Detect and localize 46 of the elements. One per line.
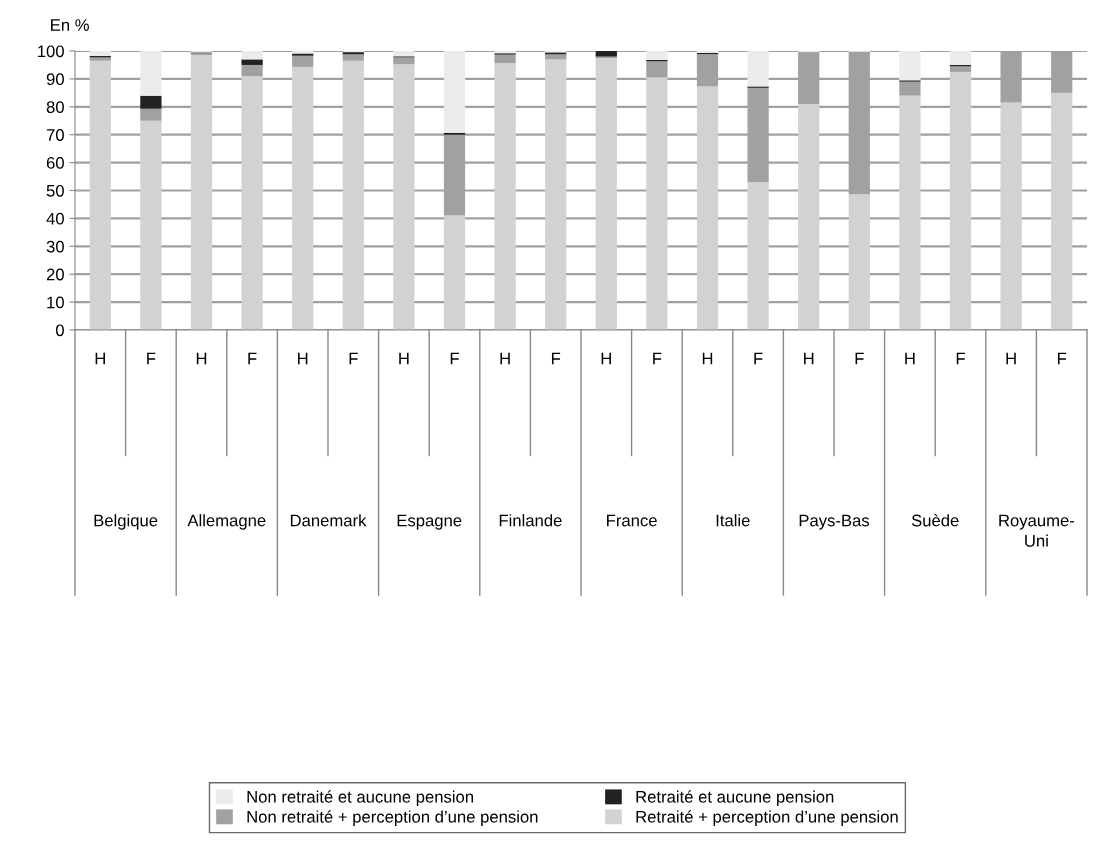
x-tick-label: H xyxy=(601,352,611,365)
text: Suède xyxy=(911,513,959,527)
x-tick-label: F xyxy=(855,352,864,365)
text: Belgique xyxy=(94,514,158,530)
text: France xyxy=(607,514,657,527)
x-tick-label: H xyxy=(399,352,409,365)
x-tick-label: H xyxy=(196,352,207,365)
x-tick-label: H xyxy=(905,352,915,365)
y-tick-label: 60 xyxy=(46,157,64,169)
text: Allemagne xyxy=(187,514,266,530)
y-tick-label: 50 xyxy=(46,184,64,197)
legend-label: Non retraité et aucune pension xyxy=(247,790,473,807)
x-tick-label: F xyxy=(956,352,965,365)
x-tick-label: H xyxy=(500,352,510,365)
x-tick-label: F xyxy=(754,352,763,365)
text: Royaume- Uni xyxy=(999,514,1075,547)
legend-label: Non retraité + perception d’une pension xyxy=(247,810,538,826)
text: Danemark xyxy=(290,514,367,527)
x-tick-label: F xyxy=(551,352,561,365)
x-tick-label: F xyxy=(349,352,358,365)
y-tick-label: 0 xyxy=(55,324,64,337)
text: Pays-Bas xyxy=(799,514,870,530)
text: Finlande xyxy=(499,514,562,527)
y-tick-label: 20 xyxy=(46,268,64,281)
text: Italie xyxy=(716,514,750,527)
x-tick-label: F xyxy=(248,352,257,365)
x-tick-label: H xyxy=(702,352,713,365)
x-tick-label: H xyxy=(298,352,308,365)
y-tick-label: 90 xyxy=(46,73,64,86)
legend-label: Retraité + perception d’une pension xyxy=(636,810,898,826)
x-tick-label: H xyxy=(95,352,105,365)
y-axis-title: En % xyxy=(51,19,89,31)
x-tick-label: F xyxy=(450,352,459,365)
x-tick-label: F xyxy=(1057,352,1067,365)
text: Espagne xyxy=(397,514,462,530)
legend-label: Retraité et aucune pension xyxy=(636,790,834,807)
y-tick-label: 10 xyxy=(47,296,64,309)
x-tick-label: F xyxy=(147,352,156,365)
x-tick-label: H xyxy=(1006,352,1016,365)
x-tick-label: F xyxy=(653,352,662,365)
y-tick-label: 70 xyxy=(46,129,64,141)
y-tick-label: 40 xyxy=(46,212,64,225)
y-tick-label: 80 xyxy=(46,101,64,113)
x-tick-label: H xyxy=(804,352,814,365)
y-tick-label: 30 xyxy=(46,240,64,253)
y-tick-label: 100 xyxy=(38,45,64,58)
